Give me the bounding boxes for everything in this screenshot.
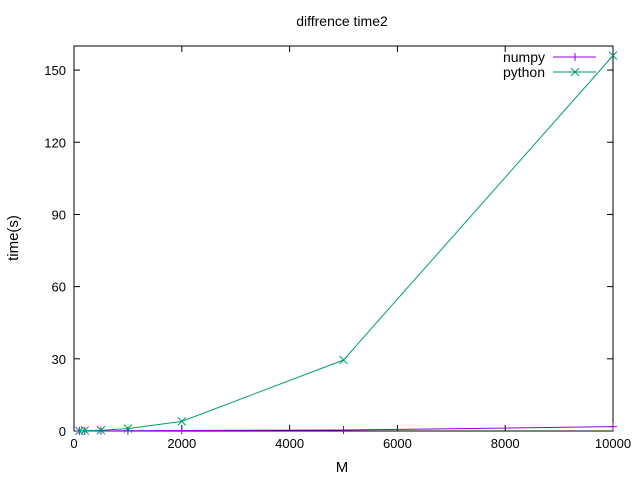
data-point-python xyxy=(608,51,618,60)
series-group xyxy=(75,51,618,436)
data-point-python xyxy=(80,426,90,435)
y-tick-label: 30 xyxy=(52,352,66,367)
plot-frame xyxy=(73,45,614,432)
y-tick-label: 150 xyxy=(44,63,66,78)
series-line-python xyxy=(79,55,614,432)
axis-ticks: 0 2000 4000 6000 8000 10000 0 30 60 90 120 150 xyxy=(44,46,631,451)
x-tick-label: 2000 xyxy=(167,436,196,451)
x-tick-label: 6000 xyxy=(383,436,412,451)
data-point-python xyxy=(177,417,187,426)
legend-label: python xyxy=(503,64,545,80)
x-tick-label: 4000 xyxy=(275,436,304,451)
y-tick-label: 90 xyxy=(52,207,66,222)
data-point-numpy xyxy=(609,422,617,431)
data-point-numpy xyxy=(177,426,186,435)
x-axis-label: M xyxy=(336,459,349,476)
data-point-python xyxy=(123,424,133,433)
y-tick-label: 60 xyxy=(52,280,66,295)
x-tick-label: 0 xyxy=(70,436,77,451)
data-point-python xyxy=(96,425,106,435)
legend-marker-numpy xyxy=(571,53,579,61)
data-point-numpy xyxy=(339,426,348,435)
legend-marker-python xyxy=(570,67,580,77)
y-tick-label: 0 xyxy=(59,424,66,439)
legend-label: numpy xyxy=(503,49,545,65)
y-axis-label: time(s) xyxy=(5,215,22,261)
chart-title: diffrence time2 xyxy=(296,13,388,29)
x-tick-label: 8000 xyxy=(491,436,520,451)
data-point-python xyxy=(339,355,348,365)
y-tick-label: 120 xyxy=(44,135,66,150)
x-tick-label: 10000 xyxy=(595,436,631,451)
